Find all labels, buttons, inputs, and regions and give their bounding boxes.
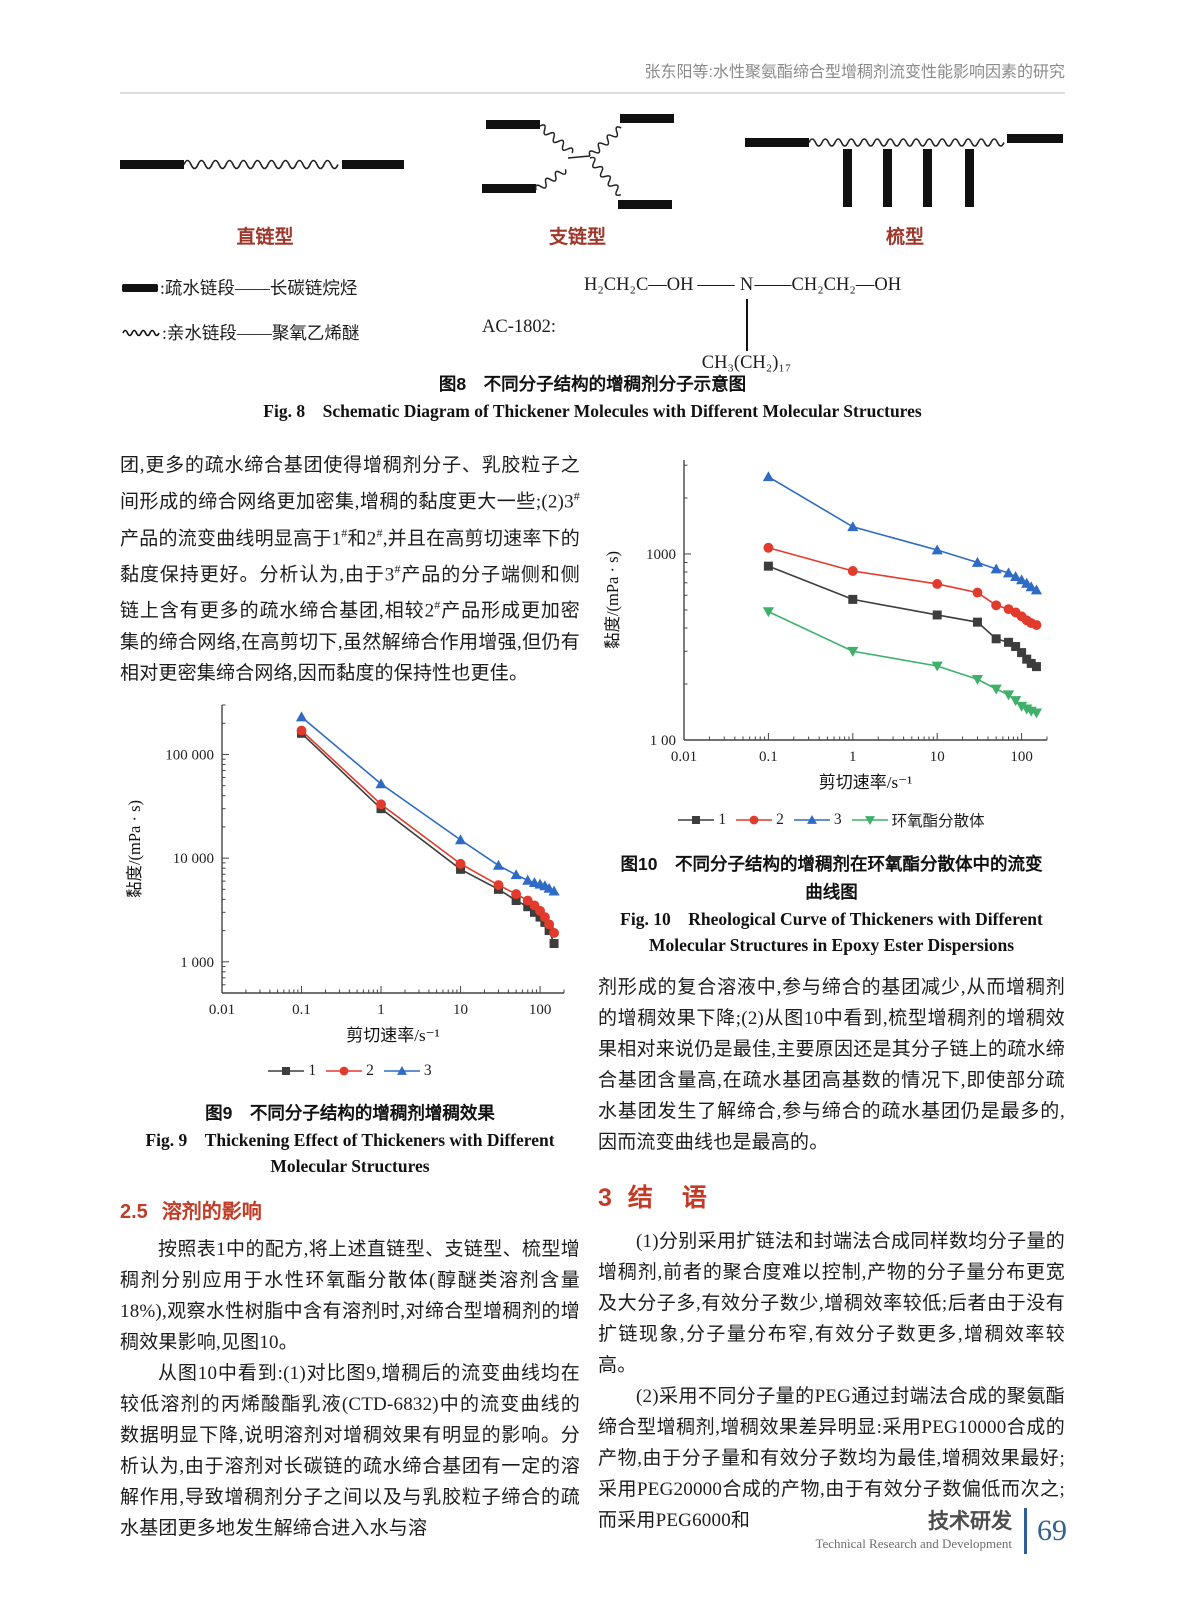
branched-structure-diagram — [481, 114, 674, 209]
svg-text:黏度/(mPa · s): 黏度/(mPa · s) — [125, 800, 144, 898]
formula-bottom: CH₃(CH₂)₁₇ — [701, 353, 792, 373]
svg-text:1: 1 — [849, 749, 857, 765]
figure10-caption-en-2: Molecular Structures in Epoxy Ester Disp… — [648, 934, 1015, 955]
right-paragraph-3: (2)采用不同分子量的PEG通过封端法合成的聚氨酯缔合型增稠剂,增稠效果差异明显… — [598, 1386, 1065, 1532]
svg-text:100 000: 100 000 — [165, 747, 214, 763]
legend-item-3: 3 — [793, 811, 842, 829]
page-footer: 技术研发 Technical Research and Development … — [815, 1508, 1067, 1554]
svg-text:10: 10 — [930, 749, 945, 765]
figure9-caption-en-1: Fig. 9 Thickening Effect of Thickeners w… — [145, 1129, 555, 1150]
legend-item-3: 3 — [383, 1062, 432, 1080]
linear-structure-label: 直链型 — [236, 227, 294, 248]
branched-structure-label: 支链型 — [548, 227, 606, 248]
svg-text:黏度/(mPa · s): 黏度/(mPa · s) — [603, 551, 622, 649]
left-paragraph-3: 从图10中看到:(1)对比图9,增稠后的流变曲线均在较低溶剂的丙烯酸酯乳液(CT… — [120, 1363, 580, 1540]
footer-section-zh: 技术研发 — [928, 1510, 1012, 1534]
ac1802-block: AC-1802: H₂CH₂C—OH —— N CH₃(CH₂)₁₇ ——CH₂… — [482, 275, 1065, 373]
figure10-caption-zh-2: 曲线图 — [805, 881, 858, 902]
ac1802-label: AC-1802: — [482, 317, 556, 337]
formula-right: ——CH₂CH₂—OH — [754, 275, 902, 295]
comb-structure-label: 梳型 — [885, 227, 924, 248]
svg-text:1: 1 — [377, 1002, 385, 1018]
svg-text:100: 100 — [1010, 749, 1032, 765]
hydrophobic-bar-icon — [122, 283, 158, 292]
ac1802-formula: H₂CH₂C—OH —— N CH₃(CH₂)₁₇ ——CH₂CH₂—OH — [584, 275, 902, 373]
branched-structure: 支链型 — [478, 108, 678, 249]
section-2-5-title: 溶剂的影响 — [161, 1201, 262, 1224]
svg-text:10: 10 — [453, 1002, 468, 1018]
legend-hydrophilic: :亲水链段——聚氧乙烯醚 — [122, 320, 482, 345]
figure8: 直链型 支链型 — [120, 108, 1065, 424]
section-3-number: 3 — [598, 1184, 614, 1213]
svg-text:10 000: 10 000 — [173, 851, 214, 867]
left-paragraph-1: 团,更多的疏水缔合基团使得增稠剂分子、乳胶粒子之间形成的缔合网络更加密集,增稠的… — [120, 455, 580, 684]
formula-dash-left: —— — [697, 275, 735, 295]
footer-section-en: Technical Research and Development — [815, 1535, 1012, 1551]
running-head: 张东阳等:水性聚氨酯缔合型增稠剂流变性能影响因素的研究 — [120, 58, 1065, 94]
figure10-chart-legend: 1 2 3 环氧酯分散体 — [598, 809, 1065, 831]
formula-left: H₂CH₂C—OH — [584, 275, 694, 295]
linear-structure: 直链型 — [120, 108, 410, 249]
section-2-5-heading: 2.5 溶剂的影响 — [120, 1195, 580, 1224]
left-paragraph-2: 按照表1中的配方,将上述直链型、支链型、梳型增稠剂分别应用于水性环氧酯分散体(醇… — [120, 1239, 580, 1354]
figure8-caption-zh: 图8 不同分子结构的增稠剂分子示意图 — [438, 374, 747, 394]
legend-item-环氧酯分散体: 环氧酯分散体 — [851, 809, 985, 831]
formula-vertical-bond — [745, 299, 748, 351]
linear-structure-diagram — [120, 159, 404, 170]
right-paragraph-1: 剂形成的复合溶液中,参与缔合的基团减少,从而增稠剂的增稠效果下降;(2)从图10… — [598, 977, 1065, 1154]
svg-text:0.1: 0.1 — [759, 749, 778, 765]
svg-text:剪切速率/s⁻¹: 剪切速率/s⁻¹ — [819, 773, 912, 792]
figure10-caption-en-1: Fig. 10 Rheological Curve of Thickeners … — [620, 908, 1043, 929]
right-paragraph-2: (1)分别采用扩链法和封端法合成同样数均分子量的增稠剂,前者的聚合度难以控制,产… — [598, 1231, 1065, 1377]
section-2-5-number: 2.5 — [120, 1201, 148, 1224]
footer-texts: 技术研发 Technical Research and Development — [815, 1510, 1012, 1551]
figure8-diagrams: 直链型 支链型 — [120, 108, 1065, 249]
legend-item-2: 2 — [736, 811, 784, 829]
svg-text:剪切速率/s⁻¹: 剪切速率/s⁻¹ — [346, 1026, 439, 1045]
formula-line1: H₂CH₂C—OH —— N CH₃(CH₂)₁₇ ——CH₂CH₂—OH — [584, 275, 902, 373]
figure9-chart: 0.01 0.1 1 10 100 1 000 10 000 100 000 剪切速率/s⁻¹ 黏… — [125, 704, 565, 1045]
legend-item-1: 1 — [678, 811, 726, 829]
hydrophilic-wave-icon — [122, 329, 160, 336]
figure10-chart: 0.01 0.1 1 10 100 1 00 1000 剪切速率/s⁻¹ 黏度/(mPa · s… — [603, 460, 1048, 792]
footer-divider-bar — [1024, 1508, 1027, 1554]
formula-nitrogen: N CH₃(CH₂)₁₇ — [701, 275, 792, 373]
svg-text:1 00: 1 00 — [650, 733, 676, 749]
svg-text:0.01: 0.01 — [209, 1002, 235, 1018]
body-columns: 团,更多的疏水缔合基团使得增稠剂分子、乳胶粒子之间形成的缔合网络更加密集,增稠的… — [120, 450, 1065, 1544]
figure9-caption-zh: 图9 不同分子结构的增稠剂增稠效果 — [205, 1102, 495, 1123]
svg-text:1000: 1000 — [646, 547, 676, 563]
left-column: 团,更多的疏水缔合基团使得增稠剂分子、乳胶粒子之间形成的缔合网络更加密集,增稠的… — [120, 450, 580, 1544]
svg-text:0.1: 0.1 — [292, 1002, 311, 1018]
svg-text:100: 100 — [529, 1002, 552, 1018]
legend-hydrophilic-label: :亲水链段——聚氧乙烯醚 — [162, 323, 360, 343]
figure8-legend: :疏水链段——长碳链烷烃 :亲水链段——聚氧乙烯醚 — [120, 275, 482, 345]
svg-text:0.01: 0.01 — [671, 749, 697, 765]
figure9-caption-en-2: Molecular Structures — [270, 1156, 430, 1177]
comb-structure: 梳型 — [745, 108, 1065, 249]
page-number: 69 — [1037, 1514, 1067, 1547]
section-3-title: 结 语 — [627, 1184, 709, 1213]
legend-item-2: 2 — [326, 1062, 374, 1080]
section-3-heading: 3 结 语 — [598, 1178, 1065, 1214]
legend-hydrophobic-label: :疏水链段——长碳链烷烃 — [160, 278, 358, 298]
figure10-caption-zh-1: 图10 不同分子结构的增稠剂在环氧酯分散体中的流变 — [620, 854, 1043, 875]
figure8-legend-row: :疏水链段——长碳链烷烃 :亲水链段——聚氧乙烯醚 AC-1802: H₂CH₂… — [120, 275, 1065, 373]
legend-item-1: 1 — [268, 1062, 316, 1080]
legend-hydrophobic: :疏水链段——长碳链烷烃 — [122, 275, 482, 300]
figure10: 0.01 0.1 1 10 100 1 00 1000 剪切速率/s⁻¹ 黏度/(mPa · s… — [598, 450, 1065, 958]
right-column: 0.01 0.1 1 10 100 1 00 1000 剪切速率/s⁻¹ 黏度/(mPa · s… — [598, 450, 1065, 1544]
figure9: 0.01 0.1 1 10 100 1 000 10 000 100 000 剪切速率/s⁻¹ 黏… — [120, 695, 580, 1180]
figure8-caption-en: Fig. 8 Schematic Diagram of Thickener Mo… — [263, 401, 922, 422]
comb-structure-diagram — [745, 134, 1063, 207]
svg-text:1 000: 1 000 — [180, 954, 214, 970]
